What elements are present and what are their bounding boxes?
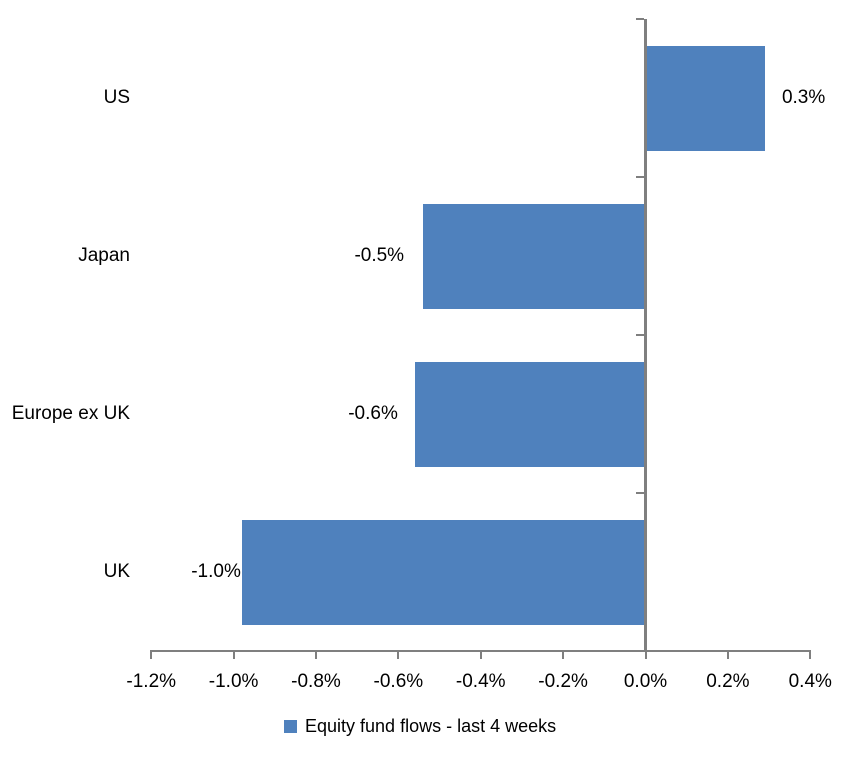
category-label: Japan (78, 245, 130, 266)
category-label: US (103, 87, 130, 108)
zero-axis-tick (636, 18, 644, 20)
legend: Equity fund flows - last 4 weeks (284, 716, 556, 737)
x-axis-tick (726, 650, 729, 659)
x-axis-tick (232, 650, 235, 659)
x-axis-tick (397, 650, 400, 659)
value-label: 0.3% (781, 87, 826, 108)
zero-axis-tick (636, 492, 644, 494)
x-axis-tick (562, 650, 565, 659)
value-label: -1.0% (191, 561, 241, 582)
x-tick-label: -0.4% (455, 671, 506, 692)
x-tick-label: -0.2% (538, 671, 588, 692)
bar (241, 519, 644, 625)
x-axis-tick (809, 650, 812, 659)
x-tick-label: 0.0% (623, 671, 668, 692)
x-tick-label: -1.2% (126, 671, 177, 692)
x-tick-label: -0.8% (291, 671, 341, 692)
category-label: UK (103, 561, 130, 582)
x-tick-label: 0.2% (706, 671, 750, 692)
x-axis-tick (150, 650, 153, 659)
bar (414, 361, 644, 467)
zero-axis-tick (636, 176, 644, 178)
category-label: Europe ex UK (11, 403, 130, 424)
zero-axis-line (644, 19, 647, 652)
value-label: -0.6% (348, 403, 398, 424)
x-axis-tick (479, 650, 482, 659)
legend-label: Equity fund flows - last 4 weeks (305, 716, 557, 736)
zero-axis-tick (636, 334, 644, 336)
x-tick-label: -0.6% (373, 671, 424, 692)
x-tick-label: 0.4% (788, 671, 832, 692)
legend-marker-icon (284, 720, 297, 733)
x-tick-label: -1.0% (208, 671, 259, 692)
bar (647, 45, 765, 151)
x-axis-tick (644, 650, 647, 659)
x-axis-tick (314, 650, 317, 659)
bar (423, 203, 644, 309)
value-label: -0.5% (354, 245, 405, 266)
